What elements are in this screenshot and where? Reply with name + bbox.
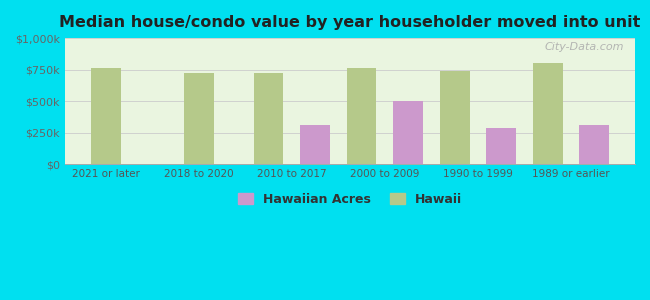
Legend: Hawaiian Acres, Hawaii: Hawaiian Acres, Hawaii — [233, 188, 467, 211]
Bar — [486, 128, 516, 164]
Bar — [533, 63, 562, 164]
Bar — [440, 71, 469, 164]
Bar — [184, 74, 214, 164]
Bar — [300, 125, 330, 164]
Title: Median house/condo value by year householder moved into unit: Median house/condo value by year househo… — [59, 15, 641, 30]
Text: City-Data.com: City-Data.com — [544, 42, 623, 52]
Bar — [393, 101, 423, 164]
Bar — [254, 74, 283, 164]
Bar — [579, 125, 609, 164]
Bar — [91, 68, 120, 164]
Bar — [346, 68, 376, 164]
